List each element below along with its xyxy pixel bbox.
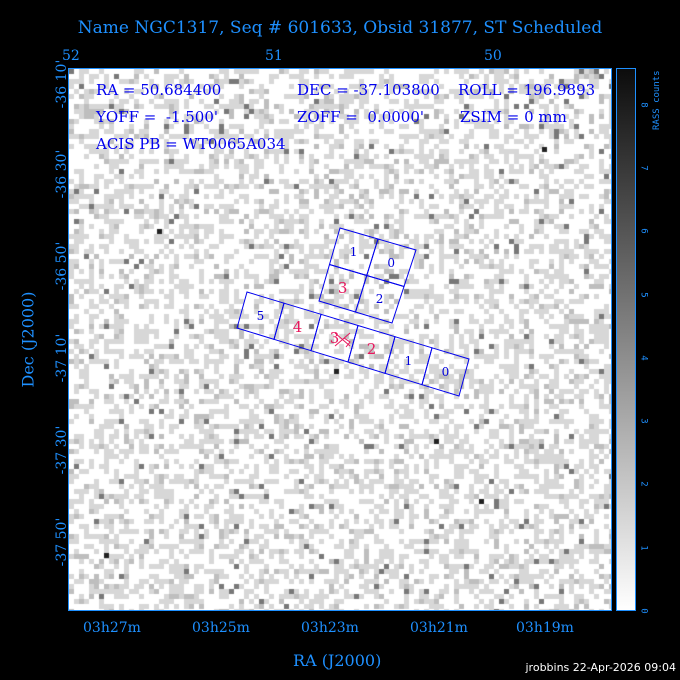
colorbar-tick: 6 xyxy=(638,228,649,234)
acis-i-chip-label: 2 xyxy=(375,292,384,307)
colorbar-tick: 1 xyxy=(638,544,649,551)
top-tick: 50 xyxy=(484,48,502,64)
info-yoff: YOFF = -1.500' xyxy=(96,108,219,126)
acis-s-chip-label: 0 xyxy=(441,364,450,379)
info-zsim: ZSIM = 0 mm xyxy=(460,108,567,126)
acis-s-chip-label: 3 xyxy=(329,329,340,348)
colorbar-tick: 3 xyxy=(638,418,649,424)
acis-i-chip-label: 1 xyxy=(349,244,358,259)
colorbar-tick: 2 xyxy=(638,481,649,488)
y-tick: -37 10' xyxy=(54,333,70,383)
acis-s-chip-label: 4 xyxy=(292,317,303,336)
y-tick: -36 50' xyxy=(54,241,70,291)
x-tick: 03h19m xyxy=(516,620,574,636)
x-axis-label: RA (J2000) xyxy=(293,651,382,670)
acis-i-chip-label: 3 xyxy=(337,279,348,298)
top-tick: 52 xyxy=(62,48,80,64)
info-pb: ACIS PB = WT0065A034 xyxy=(96,135,286,153)
colorbar xyxy=(616,68,636,611)
colorbar-tick: 0 xyxy=(638,608,649,614)
footer-credit: jrobbins 22-Apr-2026 09:04 xyxy=(525,661,677,674)
colorbar-tick: 5 xyxy=(638,291,649,298)
y-tick: -36 30' xyxy=(54,149,70,199)
colorbar-label: RASS counts xyxy=(652,70,662,130)
x-tick: 03h27m xyxy=(83,620,141,636)
x-tick: 03h25m xyxy=(192,620,250,636)
acis-s-chip xyxy=(421,347,470,397)
info-ra: RA = 50.684400 xyxy=(96,81,222,99)
acis-s-chip-label: 5 xyxy=(256,308,265,323)
colorbar-tick: 4 xyxy=(638,355,649,361)
x-tick: 03h21m xyxy=(410,620,468,636)
acis-i-chip xyxy=(354,274,405,324)
colorbar-tick: 7 xyxy=(638,165,649,171)
acis-i-chip-label: 0 xyxy=(387,255,396,270)
acis-s-chip-label: 1 xyxy=(404,353,413,368)
colorbar-tick: 8 xyxy=(638,101,649,108)
y-axis-label: Dec (J2000) xyxy=(18,291,38,388)
rass-image xyxy=(69,69,611,610)
y-tick: -36 10' xyxy=(54,59,70,109)
info-dec: DEC = -37.103800 xyxy=(297,81,440,99)
y-tick: -37 30' xyxy=(54,425,70,475)
aimpoint-marker-icon xyxy=(334,332,351,348)
info-zoff: ZOFF = 0.0000' xyxy=(297,108,425,126)
top-tick: 51 xyxy=(265,48,283,64)
y-tick: -37 50' xyxy=(54,517,70,567)
plot-title: Name NGC1317, Seq # 601633, Obsid 31877,… xyxy=(77,18,603,38)
acis-s-chip-label: 2 xyxy=(366,340,377,359)
info-roll: ROLL = 196.9893 xyxy=(458,81,596,99)
x-tick: 03h23m xyxy=(301,620,359,636)
sky-image[interactable]: RA = 50.684400 DEC = -37.103800 ROLL = 1… xyxy=(68,68,612,611)
